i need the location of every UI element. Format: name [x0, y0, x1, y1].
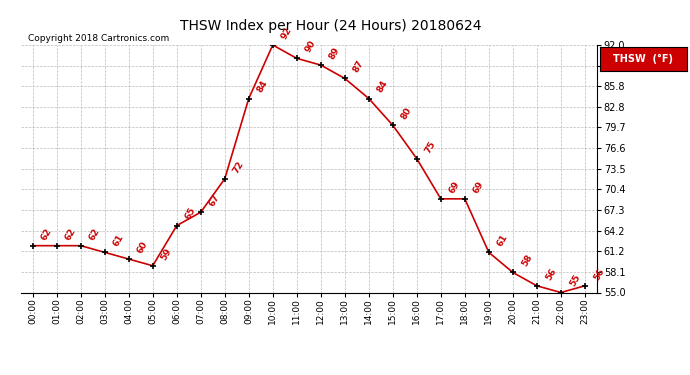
- Text: 84: 84: [376, 79, 390, 94]
- Text: 56: 56: [592, 266, 606, 282]
- Text: 89: 89: [328, 45, 342, 61]
- Text: 69: 69: [448, 179, 462, 195]
- Text: 61: 61: [112, 233, 126, 248]
- Text: 65: 65: [184, 206, 198, 222]
- Text: 62: 62: [63, 226, 78, 242]
- Text: 75: 75: [424, 139, 438, 154]
- Text: 80: 80: [400, 106, 414, 121]
- Text: 72: 72: [232, 159, 246, 175]
- Text: Copyright 2018 Cartronics.com: Copyright 2018 Cartronics.com: [28, 34, 169, 43]
- Text: 90: 90: [304, 39, 318, 54]
- Text: THSW Index per Hour (24 Hours) 20180624: THSW Index per Hour (24 Hours) 20180624: [181, 19, 482, 33]
- Text: 62: 62: [88, 226, 101, 242]
- Text: 92: 92: [279, 26, 294, 41]
- Text: 67: 67: [208, 193, 221, 208]
- Text: 56: 56: [544, 266, 558, 282]
- Text: 61: 61: [496, 233, 510, 248]
- Text: 87: 87: [352, 59, 366, 74]
- Text: THSW  (°F): THSW (°F): [613, 54, 673, 64]
- Text: 84: 84: [256, 79, 270, 94]
- Text: 58: 58: [520, 253, 534, 268]
- Text: 55: 55: [568, 273, 582, 288]
- Text: 62: 62: [39, 226, 54, 242]
- Text: 69: 69: [472, 179, 486, 195]
- Text: 60: 60: [136, 240, 150, 255]
- Text: 59: 59: [159, 246, 174, 262]
